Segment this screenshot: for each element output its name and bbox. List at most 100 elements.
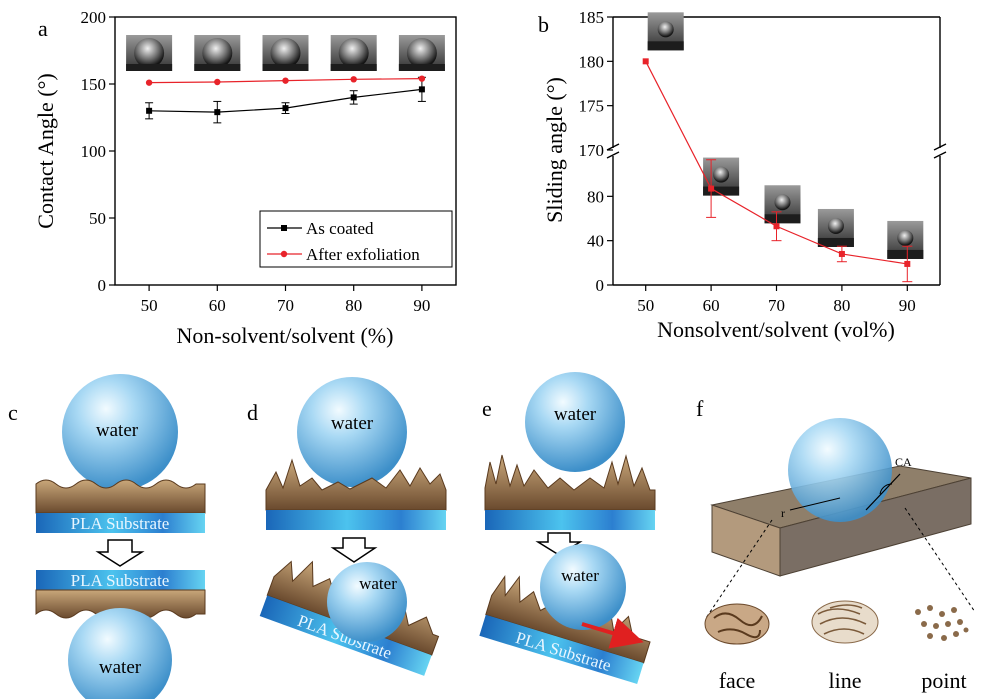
pla-substrate-label-c-bottom: PLA Substrate <box>71 571 170 590</box>
surface-front-side-f <box>779 477 972 577</box>
y-tick-label-a: 100 <box>81 142 107 161</box>
data-point-after-exfoliation <box>214 78 221 86</box>
panel-letter-c: c <box>8 400 18 425</box>
sliding-direction-arrow <box>581 617 644 649</box>
contact-angle-photo <box>194 35 241 71</box>
data-point-sliding-angle <box>838 250 845 257</box>
x-tick-label-b: 70 <box>768 296 785 315</box>
data-point-sliding-angle <box>904 260 911 267</box>
legend-label-after-exfoliation: After exfoliation <box>306 245 420 264</box>
panel-f-schematic: f CA r face line point <box>696 396 976 693</box>
x-tick-label-a: 90 <box>413 296 430 315</box>
series-group-b <box>642 58 913 283</box>
water-label-c-top: water <box>96 420 139 441</box>
contact-angle-photo <box>262 35 309 71</box>
y-tick-label-b: 170 <box>579 141 605 160</box>
contact-angle-photo <box>398 35 445 71</box>
face-contact-texture <box>704 603 770 645</box>
sliding-photo <box>817 208 854 247</box>
series-group-a <box>145 75 426 124</box>
panel-letter-b: b <box>538 12 549 37</box>
data-point-after-exfoliation <box>418 75 426 82</box>
rough-coating-e-top <box>484 454 656 511</box>
x-tick-label-a: 80 <box>345 296 362 315</box>
panel-letter-d: d <box>247 400 258 425</box>
contact-radius-label: r <box>781 506 785 520</box>
legend-label-as-coated: As coated <box>306 219 374 238</box>
sliding-photo <box>703 157 740 196</box>
down-arrow-c <box>95 539 145 567</box>
x-tick-label-b: 90 <box>899 296 916 315</box>
data-point-after-exfoliation <box>282 77 289 84</box>
zoom-guide-left <box>705 519 773 619</box>
legend-marker-as-coated <box>281 225 287 231</box>
pla-substrate-label-c-top: PLA Substrate <box>71 514 170 533</box>
y-axis-label-a: Contact Angle (°) <box>33 73 58 228</box>
line-label: line <box>829 668 862 693</box>
x-tick-label-b: 80 <box>833 296 850 315</box>
y-tick-label-b: 185 <box>579 8 605 27</box>
pla-substrate-c-bottom <box>36 570 205 590</box>
x-axis-label-a: Non-solvent/solvent (%) <box>177 323 394 348</box>
sliding-angle-photos <box>647 12 924 259</box>
sliding-photo <box>887 220 924 259</box>
data-point-as-coated <box>214 109 221 116</box>
rough-coating-c-top <box>35 479 206 514</box>
x-tick-label-b: 50 <box>637 296 654 315</box>
contact-angle-photo <box>126 35 173 71</box>
data-point-sliding-angle <box>708 185 715 192</box>
y-tick-label-b: 180 <box>579 52 605 71</box>
point-label: point <box>921 668 966 693</box>
x-tick-label-a: 60 <box>209 296 226 315</box>
y-axis-ticks-a: 0 50 100 150 200 <box>81 8 115 295</box>
panel-letter-a: a <box>38 16 48 41</box>
sliding-photo <box>764 185 801 224</box>
water-label-e-top: water <box>554 404 597 425</box>
panel-letter-e: e <box>482 396 492 421</box>
panel-d-schematic: d water PLA Substrate water <box>247 377 447 676</box>
y-tick-label-a: 0 <box>98 276 107 295</box>
data-point-as-coated <box>146 107 153 114</box>
axis-break-marks-b <box>606 143 947 159</box>
x-axis-ticks-a: 50 60 70 80 90 <box>141 285 430 315</box>
sliding-photo <box>647 12 684 51</box>
pla-substrate-d-top <box>266 510 446 530</box>
panel-e-schematic: e water PLA Substrate water <box>479 372 656 684</box>
y-tick-label-a: 50 <box>89 209 106 228</box>
data-point-sliding-angle <box>642 58 649 65</box>
panel-b-chart: b 170 175 180 185 0 40 80 50 60 70 80 90 Nonsolven… <box>538 8 947 342</box>
panel-letter-f: f <box>696 396 704 421</box>
data-point-after-exfoliation <box>145 79 153 86</box>
x-axis-ticks-b: 50 60 70 80 90 <box>637 285 916 315</box>
legend-a: As coated After exfoliation <box>259 210 453 268</box>
water-label-d-top: water <box>331 413 374 434</box>
water-label-c-bottom: water <box>99 657 142 678</box>
line-contact-texture <box>811 600 879 644</box>
y-tick-label-a: 150 <box>81 75 107 94</box>
data-point-sliding-angle <box>773 223 780 230</box>
contact-radius-line <box>789 497 841 511</box>
y-axis-ticks-b: 170 175 180 185 0 40 80 <box>579 8 613 295</box>
rough-coating-d-top <box>265 458 447 511</box>
x-axis-label-b: Nonsolvent/solvent (vol%) <box>657 317 895 342</box>
contact-angle-photo <box>330 35 377 71</box>
panel-a-chart: a 0 50 100 150 200 50 60 70 80 90 As coated Afte… <box>33 8 457 348</box>
contact-angle-photos <box>126 35 445 71</box>
water-droplet-c-bottom <box>68 608 172 699</box>
down-arrow-d <box>330 537 378 563</box>
zoom-guide-right <box>904 507 976 613</box>
face-label: face <box>719 668 756 693</box>
water-droplet-d-top <box>297 377 407 487</box>
water-droplet-e-top <box>525 372 625 472</box>
x-tick-label-a: 50 <box>141 296 158 315</box>
y-tick-label-b: 80 <box>587 187 604 206</box>
data-point-as-coated <box>350 94 357 101</box>
legend-marker-after-exfoliation <box>280 250 288 258</box>
y-tick-label-b: 0 <box>596 276 605 295</box>
data-point-as-coated <box>418 86 425 93</box>
contact-angle-arc <box>879 483 893 495</box>
pla-substrate-c-top <box>36 513 205 533</box>
contact-angle-label: CA <box>895 455 912 469</box>
y-tick-label-b: 175 <box>579 97 605 116</box>
